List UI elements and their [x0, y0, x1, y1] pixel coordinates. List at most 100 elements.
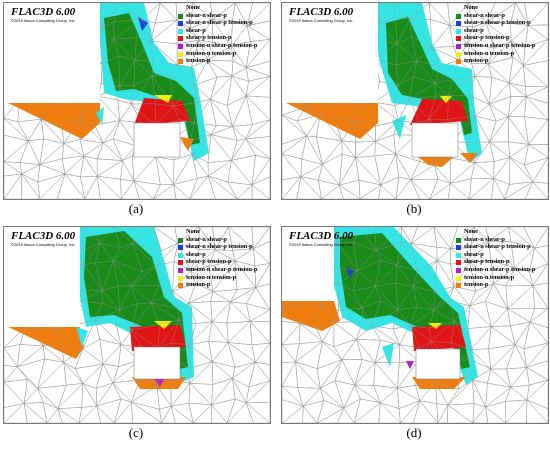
mesh-element — [317, 359, 343, 389]
mesh-element — [245, 136, 270, 159]
mesh-element — [282, 135, 307, 160]
legend: None shear-n shear-p shear-n shear-p ten… — [456, 228, 548, 290]
mesh-element — [282, 153, 302, 181]
mesh-element — [248, 361, 270, 388]
mesh-element — [410, 227, 438, 248]
mesh-element — [469, 301, 492, 328]
mesh-element — [245, 119, 270, 140]
mesh-element — [509, 156, 534, 185]
mesh-element — [470, 162, 495, 179]
mesh-element — [300, 158, 323, 178]
legend-label: shear-p tension-p — [186, 34, 232, 42]
mesh-element — [505, 399, 528, 423]
legend: None shear-n shear-p shear-n shear-p ten… — [178, 4, 270, 66]
mesh-element — [80, 155, 98, 177]
mesh-element — [378, 184, 397, 199]
mesh-element — [337, 407, 355, 423]
mesh-element — [251, 176, 270, 199]
mesh-element — [339, 184, 361, 199]
mesh-element — [488, 326, 516, 350]
simulation-view: FLAC3D 6.00 ©2019 Itasca Consulting Grou… — [3, 2, 271, 200]
mesh-element — [28, 138, 44, 166]
mesh-element — [525, 86, 548, 97]
opening-right — [133, 122, 181, 158]
mesh-element — [507, 308, 531, 327]
mesh-element — [61, 155, 85, 175]
mesh-element — [63, 361, 84, 386]
mesh-element — [470, 162, 495, 179]
mesh-element — [4, 381, 25, 408]
mesh-element — [447, 183, 470, 199]
legend-label: tension-p — [186, 57, 211, 65]
legend-swatch — [456, 13, 461, 19]
mesh-element — [447, 183, 470, 199]
failure-zone-plot — [282, 227, 548, 423]
legend-swatch — [456, 260, 461, 266]
mesh-element — [37, 358, 65, 389]
mesh-element — [28, 118, 44, 142]
mesh-element — [159, 405, 172, 423]
mesh-element — [395, 153, 412, 180]
mesh-element — [63, 361, 84, 386]
mesh-element — [80, 155, 98, 177]
mesh-element — [509, 156, 534, 185]
mesh-element — [474, 76, 492, 105]
legend-entry: shear-p — [178, 27, 270, 36]
mesh-element — [410, 164, 439, 180]
mesh-element — [133, 180, 154, 199]
mesh-element — [380, 176, 400, 199]
mesh-element — [120, 160, 135, 182]
legend-entry: None — [456, 4, 548, 13]
mesh-element — [322, 153, 343, 186]
mesh-element — [156, 385, 172, 410]
mesh-element — [82, 363, 104, 389]
mesh-element — [211, 301, 231, 324]
mesh-element — [232, 361, 256, 388]
mesh-element — [334, 380, 356, 409]
mesh-element — [282, 321, 301, 345]
legend-entry: None — [178, 228, 270, 237]
mesh-element — [509, 144, 529, 166]
mesh-element — [28, 138, 44, 166]
legend-entry: shear-p — [178, 251, 270, 260]
legend: None shear-n shear-p shear-n shear-p ten… — [456, 4, 548, 66]
mesh-element — [227, 159, 253, 186]
legend-swatch — [178, 21, 183, 27]
mesh-element — [524, 157, 548, 183]
mesh-element — [493, 156, 511, 185]
mesh-element — [355, 141, 376, 158]
mesh-element — [150, 19, 178, 45]
mesh-element — [210, 134, 238, 161]
legend-swatch — [178, 43, 183, 49]
mesh-element — [436, 403, 449, 423]
mesh-element — [296, 176, 322, 199]
mesh-element — [447, 404, 474, 423]
mesh-element — [395, 176, 412, 199]
legend-entry: None — [178, 4, 270, 13]
legend-label: None — [186, 4, 200, 11]
mesh-element — [82, 339, 104, 365]
legend-label: shear-p — [464, 250, 484, 258]
mesh-element — [102, 344, 122, 367]
mesh-element — [188, 403, 212, 423]
panel-caption: (b) — [406, 201, 422, 216]
legend-label: shear-p tension-p — [464, 258, 510, 266]
legend-entry: shear-p — [456, 250, 548, 260]
mesh-element — [282, 321, 301, 345]
legend-entry: tension-n tension-p — [178, 50, 270, 59]
mesh-element — [523, 342, 548, 368]
mesh-element — [395, 176, 412, 199]
mesh-element — [374, 362, 400, 389]
legend-swatch — [456, 21, 461, 27]
failure-zone-plot — [4, 3, 270, 199]
mesh-element — [282, 343, 300, 363]
mesh-element — [333, 338, 357, 360]
mesh-element — [37, 164, 66, 183]
mesh-element — [380, 153, 399, 186]
mesh-element — [226, 95, 247, 127]
mesh-element — [4, 135, 29, 162]
mesh-element — [17, 344, 44, 368]
mesh-element — [21, 164, 41, 183]
legend-swatch — [178, 283, 183, 289]
mesh-element — [150, 19, 178, 45]
